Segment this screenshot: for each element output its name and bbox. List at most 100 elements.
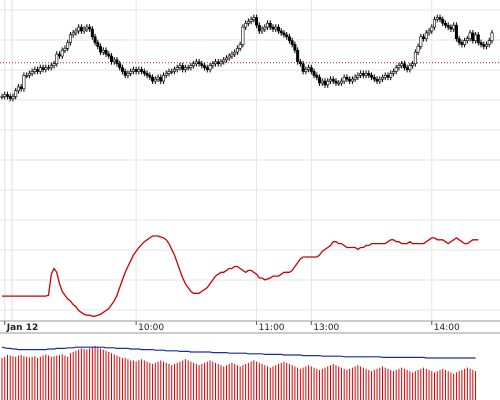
candle-body	[350, 78, 354, 82]
candle-body	[276, 26, 280, 32]
candle-body	[211, 63, 215, 66]
candle-body	[397, 65, 401, 68]
candle-body	[118, 63, 122, 68]
candle-body	[342, 76, 346, 82]
candle-body	[192, 63, 196, 66]
candle-body	[457, 38, 461, 43]
candle-body	[320, 80, 324, 84]
candle-body	[227, 55, 231, 59]
candle-body	[214, 61, 218, 65]
candle-body	[378, 78, 382, 82]
candle-body	[326, 80, 330, 86]
candle-body	[446, 24, 450, 28]
candle-body	[479, 42, 483, 45]
candle-body	[216, 61, 220, 65]
candle-body	[120, 67, 124, 72]
candle-body	[99, 46, 103, 53]
axis-tick-label: Jan 12	[6, 323, 39, 333]
candle-body	[74, 30, 78, 34]
candle-body	[68, 34, 72, 43]
candle-body	[203, 65, 207, 68]
candle-body	[8, 96, 12, 99]
candle-body	[194, 61, 198, 65]
candle-body	[249, 19, 253, 22]
candle-body	[323, 80, 327, 86]
candle-body	[172, 69, 176, 72]
candle-body	[381, 76, 385, 80]
candle-body	[337, 82, 341, 85]
candle-body	[38, 67, 42, 72]
candle-body	[186, 67, 190, 69]
candle-body	[30, 71, 34, 74]
candle-body	[465, 38, 469, 41]
candle-body	[413, 51, 417, 65]
candle-body	[293, 44, 297, 51]
candle-body	[364, 73, 368, 76]
candle-body	[471, 32, 475, 41]
candle-body	[474, 34, 478, 41]
time-axis: Jan 12 10:00 11:00 13:00 14:00	[0, 320, 500, 334]
candle-body	[402, 63, 406, 68]
candle-body	[370, 75, 374, 78]
candle-body	[85, 26, 89, 30]
candle-body	[386, 75, 390, 78]
candle-body	[33, 69, 37, 72]
candle-body	[334, 80, 338, 84]
candle-body	[123, 71, 127, 76]
candle-body	[438, 17, 442, 20]
candle-body	[449, 26, 453, 30]
candle-body	[331, 78, 335, 82]
candle-body	[131, 69, 135, 72]
candle-body	[422, 36, 426, 39]
candle-body	[224, 57, 228, 61]
volume-panel[interactable]	[1, 346, 477, 400]
candle-body	[181, 65, 185, 70]
candle-body	[452, 24, 456, 30]
candle-body	[175, 67, 179, 70]
candle-body	[16, 86, 20, 92]
candle-body	[433, 19, 437, 28]
candle-body	[274, 26, 278, 30]
axis-tick-label: 10:00	[138, 323, 164, 333]
candle-body	[238, 44, 242, 49]
candle-body	[25, 75, 29, 77]
candle-body	[49, 65, 53, 68]
candle-body	[348, 78, 352, 82]
candle-body	[405, 67, 409, 70]
candle-body	[246, 21, 250, 24]
candle-body	[266, 22, 270, 28]
candle-body	[268, 22, 272, 28]
candle-body	[383, 75, 387, 78]
candle-body	[41, 67, 45, 70]
candle-body	[197, 61, 201, 65]
candle-body	[60, 49, 64, 57]
candle-body	[189, 65, 193, 68]
candle-body	[290, 40, 294, 45]
candle-body	[71, 32, 75, 36]
candle-body	[271, 26, 275, 30]
candle-body	[93, 36, 97, 43]
candle-body	[55, 53, 59, 65]
candle-body	[164, 73, 168, 76]
price-panel[interactable]	[0, 14, 500, 102]
candle-body	[309, 67, 313, 72]
candle-body	[148, 75, 152, 78]
candle-body	[170, 71, 174, 73]
oscillator-panel[interactable]	[2, 235, 479, 317]
candle-body	[140, 69, 144, 72]
candle-body	[372, 76, 376, 80]
candle-body	[134, 69, 138, 72]
candle-body	[145, 73, 149, 76]
candle-body	[156, 76, 160, 80]
candle-body	[257, 24, 261, 32]
candle-body	[361, 73, 365, 76]
candle-body	[487, 40, 491, 45]
candle-body	[468, 32, 472, 39]
candle-body	[208, 65, 212, 70]
candle-body	[328, 78, 332, 82]
candle-body	[101, 49, 105, 53]
axis-band	[0, 321, 500, 333]
candle-body	[129, 71, 133, 74]
